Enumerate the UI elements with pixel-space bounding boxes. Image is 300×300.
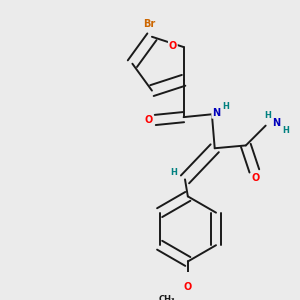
Text: O: O xyxy=(144,115,152,125)
Text: O: O xyxy=(184,282,192,292)
Text: Br: Br xyxy=(143,19,155,29)
Text: N: N xyxy=(272,118,281,128)
Text: CH₃: CH₃ xyxy=(158,295,175,300)
Text: O: O xyxy=(252,173,260,183)
Text: N: N xyxy=(212,108,220,118)
Text: H: H xyxy=(222,102,229,111)
Text: H: H xyxy=(265,111,272,120)
Text: H: H xyxy=(282,126,289,135)
Text: H: H xyxy=(170,168,177,177)
Text: O: O xyxy=(169,40,177,51)
